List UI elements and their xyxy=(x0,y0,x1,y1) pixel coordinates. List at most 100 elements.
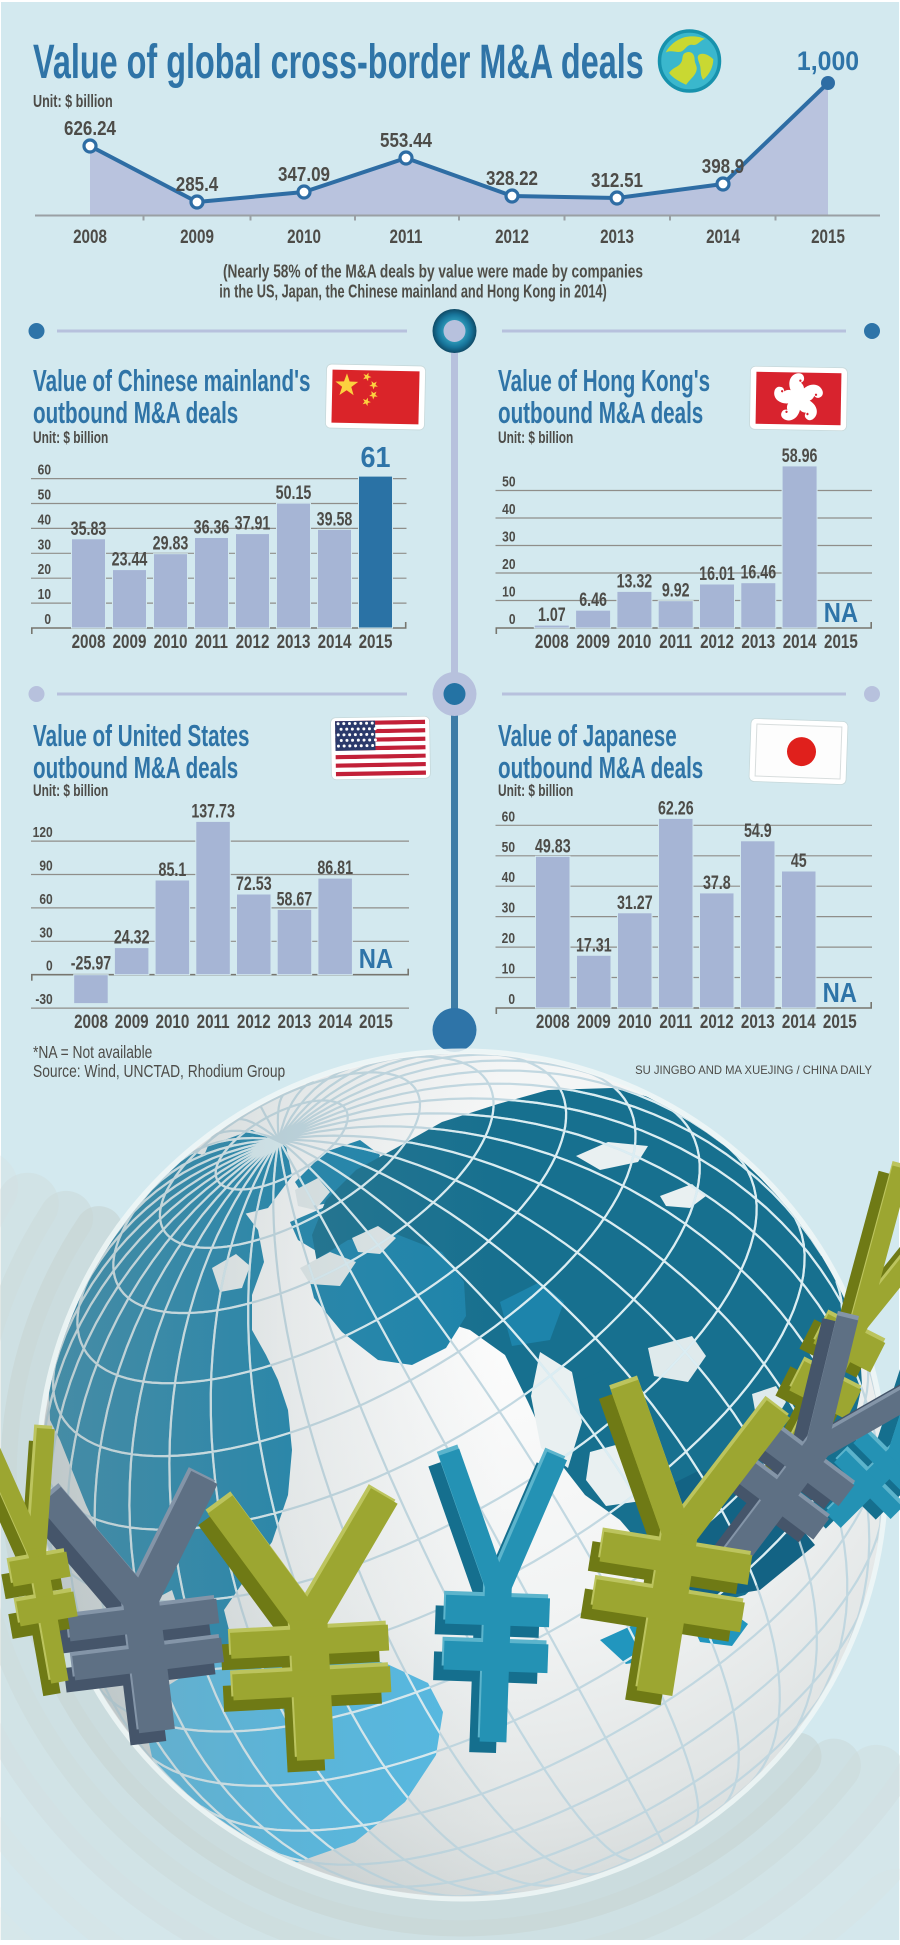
svg-text:Value of United States: Value of United States xyxy=(33,718,249,753)
svg-text:553.44: 553.44 xyxy=(380,129,433,152)
svg-text:328.22: 328.22 xyxy=(486,167,538,190)
svg-text:0: 0 xyxy=(44,611,51,628)
svg-text:2012: 2012 xyxy=(700,1010,734,1032)
svg-text:30: 30 xyxy=(502,899,515,916)
svg-text:Value of global cross-border M: Value of global cross-border M&A deals xyxy=(33,35,644,89)
svg-text:2008: 2008 xyxy=(73,225,107,247)
svg-text:2013: 2013 xyxy=(741,1010,775,1032)
svg-text:2015: 2015 xyxy=(824,630,858,652)
svg-text:37.91: 37.91 xyxy=(235,513,271,534)
svg-text:60: 60 xyxy=(502,808,515,825)
svg-text:Source: Wind, UNCTAD, Rhodium: Source: Wind, UNCTAD, Rhodium Group xyxy=(33,1063,285,1082)
svg-text:20: 20 xyxy=(502,556,515,573)
svg-text:85.1: 85.1 xyxy=(159,859,187,880)
svg-text:2008: 2008 xyxy=(74,1010,108,1032)
svg-text:30: 30 xyxy=(502,528,515,545)
svg-text:50: 50 xyxy=(502,839,515,856)
svg-text:Value of Hong Kong's: Value of Hong Kong's xyxy=(498,363,710,398)
svg-text:2015: 2015 xyxy=(823,1010,857,1032)
svg-text:-25.97: -25.97 xyxy=(71,953,111,974)
svg-text:2010: 2010 xyxy=(156,1010,190,1032)
svg-text:37.8: 37.8 xyxy=(703,872,731,893)
svg-text:Unit: $ billion: Unit: $ billion xyxy=(33,782,108,801)
svg-text:13.32: 13.32 xyxy=(617,570,653,591)
svg-text:20: 20 xyxy=(38,561,51,578)
svg-text:2013: 2013 xyxy=(600,225,634,247)
svg-text:2015: 2015 xyxy=(811,225,845,247)
svg-text:36.36: 36.36 xyxy=(194,517,230,538)
svg-text:Unit: $ billion: Unit: $ billion xyxy=(498,782,573,801)
svg-text:50: 50 xyxy=(38,486,51,503)
svg-text:398.9: 398.9 xyxy=(702,155,745,178)
svg-text:40: 40 xyxy=(38,511,51,528)
svg-text:2014: 2014 xyxy=(782,1010,816,1032)
svg-text:30: 30 xyxy=(39,924,52,941)
svg-text:2014: 2014 xyxy=(783,630,817,652)
svg-text:10: 10 xyxy=(502,960,515,977)
svg-text:Unit: $ billion: Unit: $ billion xyxy=(33,429,108,448)
svg-text:NA: NA xyxy=(823,976,858,1008)
svg-text:285.4: 285.4 xyxy=(176,173,219,196)
svg-text:outbound M&A deals: outbound M&A deals xyxy=(498,395,703,430)
svg-text:outbound M&A deals: outbound M&A deals xyxy=(498,750,703,785)
svg-text:1,000: 1,000 xyxy=(797,47,859,76)
svg-text:outbound M&A deals: outbound M&A deals xyxy=(33,750,238,785)
svg-text:0: 0 xyxy=(508,991,515,1008)
svg-text:2014: 2014 xyxy=(318,1010,352,1032)
svg-text:2013: 2013 xyxy=(277,630,311,652)
svg-text:Value of Japanese: Value of Japanese xyxy=(498,718,677,753)
svg-text:17.31: 17.31 xyxy=(576,934,612,955)
svg-text:61: 61 xyxy=(360,441,390,473)
svg-text:outbound M&A deals: outbound M&A deals xyxy=(33,395,238,430)
svg-text:SU JINGBO AND MA XUEJING / CHI: SU JINGBO AND MA XUEJING / CHINA DAILY xyxy=(635,1065,872,1077)
svg-text:49.83: 49.83 xyxy=(535,835,571,856)
svg-text:137.73: 137.73 xyxy=(191,800,235,821)
svg-text:54.9: 54.9 xyxy=(744,820,772,841)
svg-text:10: 10 xyxy=(38,586,51,603)
svg-text:Value of Chinese mainland's: Value of Chinese mainland's xyxy=(33,363,310,398)
svg-text:58.96: 58.96 xyxy=(782,445,818,466)
svg-text:2014: 2014 xyxy=(318,630,352,652)
svg-text:50: 50 xyxy=(502,473,515,490)
svg-text:2009: 2009 xyxy=(577,1010,611,1032)
svg-text:626.24: 626.24 xyxy=(64,117,117,140)
svg-text:2010: 2010 xyxy=(287,225,321,247)
svg-text:72.53: 72.53 xyxy=(236,873,272,894)
svg-text:31.27: 31.27 xyxy=(617,892,653,913)
svg-text:120: 120 xyxy=(33,824,53,841)
svg-text:Unit: $ billion: Unit: $ billion xyxy=(498,429,573,448)
svg-text:2009: 2009 xyxy=(113,630,147,652)
svg-text:312.51: 312.51 xyxy=(591,169,643,192)
svg-text:50.15: 50.15 xyxy=(276,482,312,503)
svg-text:2009: 2009 xyxy=(115,1010,149,1032)
svg-text:2010: 2010 xyxy=(154,630,188,652)
svg-text:16.01: 16.01 xyxy=(699,563,735,584)
svg-text:40: 40 xyxy=(502,501,515,518)
svg-text:2011: 2011 xyxy=(390,225,423,247)
svg-text:*NA = Not available: *NA = Not available xyxy=(33,1044,153,1063)
svg-text:40: 40 xyxy=(502,869,515,886)
svg-text:NA: NA xyxy=(824,596,859,628)
svg-text:-30: -30 xyxy=(35,991,52,1008)
svg-text:24.32: 24.32 xyxy=(114,927,150,948)
svg-text:2014: 2014 xyxy=(706,225,740,247)
svg-text:20: 20 xyxy=(502,930,515,947)
svg-text:2010: 2010 xyxy=(618,1010,652,1032)
svg-text:Unit: $ billion: Unit: $ billion xyxy=(33,92,113,112)
svg-text:23.44: 23.44 xyxy=(112,549,148,570)
svg-text:2015: 2015 xyxy=(359,1010,393,1032)
svg-text:90: 90 xyxy=(39,857,52,874)
svg-text:2011: 2011 xyxy=(659,630,692,652)
svg-text:86.81: 86.81 xyxy=(317,857,353,878)
svg-text:2008: 2008 xyxy=(72,630,106,652)
svg-text:2012: 2012 xyxy=(700,630,734,652)
svg-text:60: 60 xyxy=(39,891,52,908)
svg-text:30: 30 xyxy=(38,536,51,553)
svg-text:2010: 2010 xyxy=(618,630,652,652)
svg-text:2009: 2009 xyxy=(576,630,610,652)
svg-text:2008: 2008 xyxy=(535,630,569,652)
svg-text:347.09: 347.09 xyxy=(278,163,330,186)
svg-text:2011: 2011 xyxy=(195,630,228,652)
svg-text:2015: 2015 xyxy=(359,630,393,652)
svg-text:0: 0 xyxy=(509,611,516,628)
